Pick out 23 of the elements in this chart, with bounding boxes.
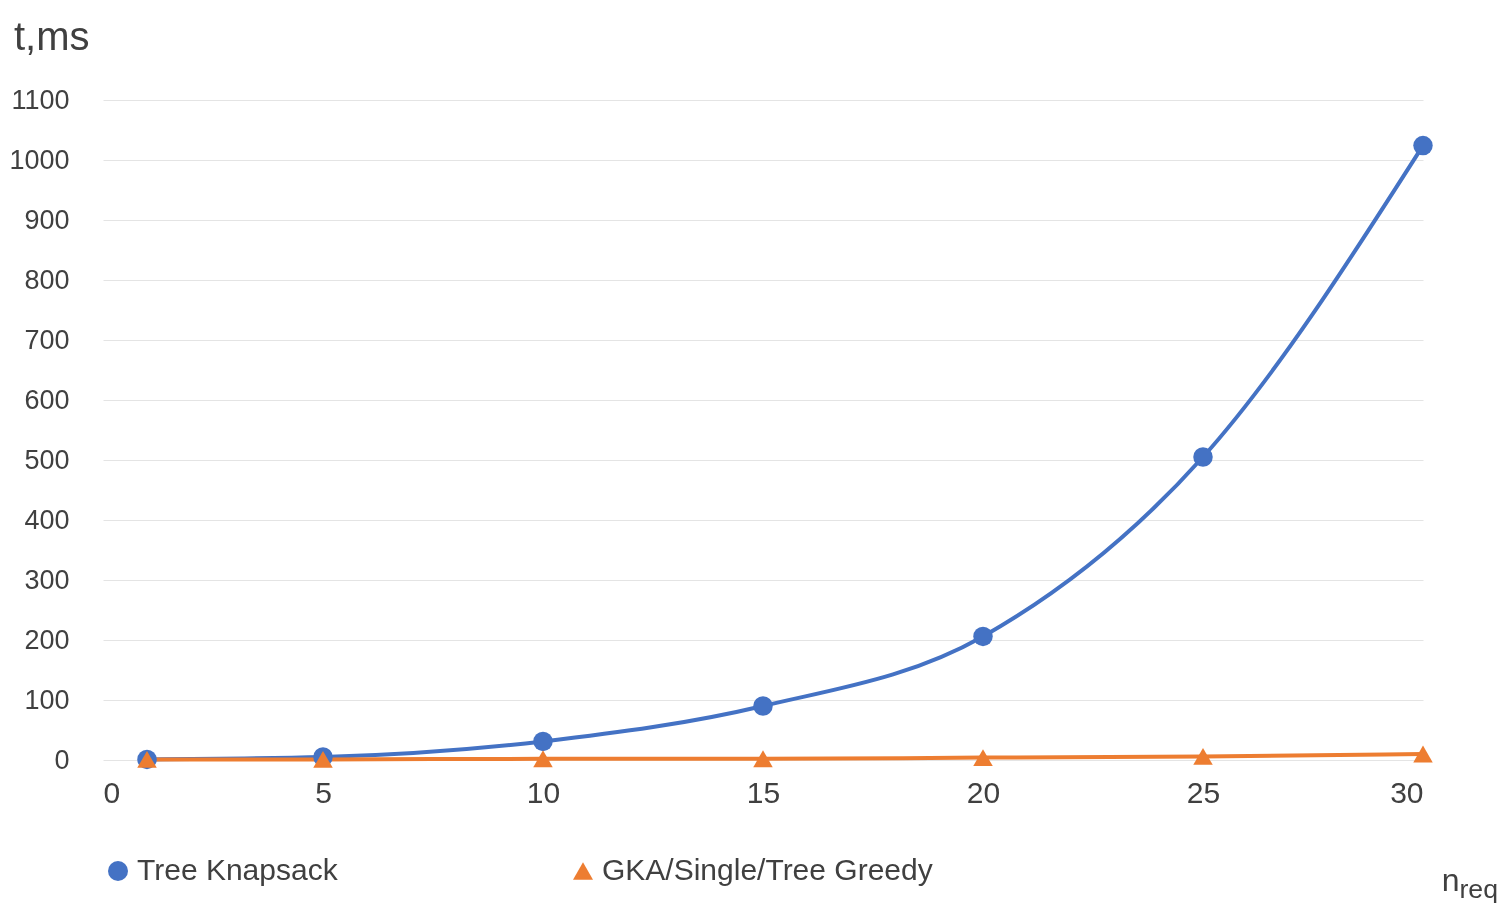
x-tick-label: 25 <box>1186 775 1221 809</box>
y-tick-label: 0 <box>54 744 70 775</box>
y-tick-label: 200 <box>24 624 70 655</box>
x-tick-label: 15 <box>746 775 781 809</box>
y-tick-label: 900 <box>24 204 70 235</box>
y-tick-label: 100 <box>24 684 70 715</box>
y-tick-label: 1000 <box>9 144 70 175</box>
y-axis-title: t,ms <box>14 14 90 59</box>
x-axis-title: n$_{req}$ <box>1441 862 1498 906</box>
x-tick-label: 30 <box>1390 775 1424 809</box>
y-tick-label: 300 <box>24 564 70 595</box>
x-tick-label: 5 <box>315 775 332 809</box>
legend-label: GKA/Single/Tree Greedy <box>602 853 933 886</box>
x-tick-label: 20 <box>966 775 1001 809</box>
x-tick-label: 10 <box>526 775 561 809</box>
y-tick-label: 500 <box>24 444 70 475</box>
y-tick-label: 600 <box>24 384 70 415</box>
y-tick-label: 700 <box>24 324 70 355</box>
y-tick-label: 400 <box>24 504 70 535</box>
legend-label: Tree Knapsack <box>137 853 339 886</box>
y-tick-label: 1100 <box>11 84 70 115</box>
y-tick-label: 800 <box>24 264 70 295</box>
x-tick-label: 0 <box>103 775 121 809</box>
